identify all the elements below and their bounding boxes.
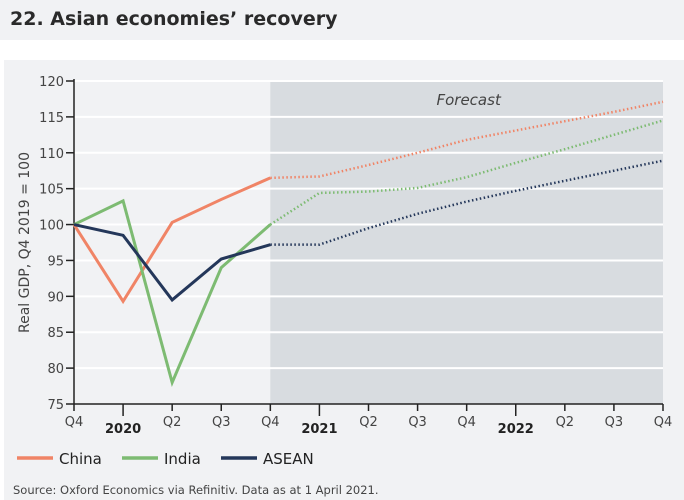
x-tick-label: Q4	[261, 415, 280, 430]
forecast-region	[270, 81, 663, 404]
y-tick-label: 105	[39, 183, 64, 198]
x-tick-label: Q3	[408, 415, 427, 430]
x-tick-label: 2021	[301, 422, 337, 437]
x-tick-label: Q2	[359, 415, 378, 430]
source-note: Source: Oxford Economics via Refinitiv. …	[13, 483, 379, 497]
x-tick-label: Q3	[212, 415, 231, 430]
series-line-india	[73, 198, 272, 388]
title-bar: 22. Asian economies’ recovery	[0, 0, 684, 40]
x-tick-label: Q3	[605, 415, 624, 430]
x-tick-label: Q4	[65, 415, 84, 430]
legend-label-india: India	[164, 450, 201, 468]
x-tick-label: 2022	[498, 422, 534, 437]
series-line-asean	[73, 223, 271, 303]
y-tick-label: 115	[39, 111, 64, 126]
x-tick-label: 2020	[105, 422, 141, 437]
x-tick-label: Q4	[654, 415, 673, 430]
forecast-label: Forecast	[436, 91, 501, 109]
y-tick-label: 75	[47, 398, 64, 413]
y-tick-label: 90	[47, 290, 64, 305]
y-tick-label: 110	[39, 147, 64, 162]
x-tick-label: Q4	[457, 415, 476, 430]
legend-label-asean: ASEAN	[263, 450, 314, 468]
y-tick-label: 85	[47, 326, 64, 341]
series-line-china	[72, 176, 271, 305]
y-tick-label: 120	[39, 75, 64, 90]
series-forecast-asean	[270, 159, 664, 246]
y-tick-label: 100	[39, 219, 64, 234]
legend-label-china: China	[59, 450, 102, 468]
y-tick-label: 95	[47, 254, 64, 269]
chart-title: 22. Asian economies’ recovery	[10, 8, 338, 30]
x-tick-label: Q2	[163, 415, 182, 430]
y-axis-label: Real GDP, Q4 2019 = 100	[17, 152, 33, 333]
y-tick-label: 80	[47, 362, 64, 377]
x-tick-label: Q2	[556, 415, 575, 430]
series-forecast-china	[270, 100, 664, 180]
